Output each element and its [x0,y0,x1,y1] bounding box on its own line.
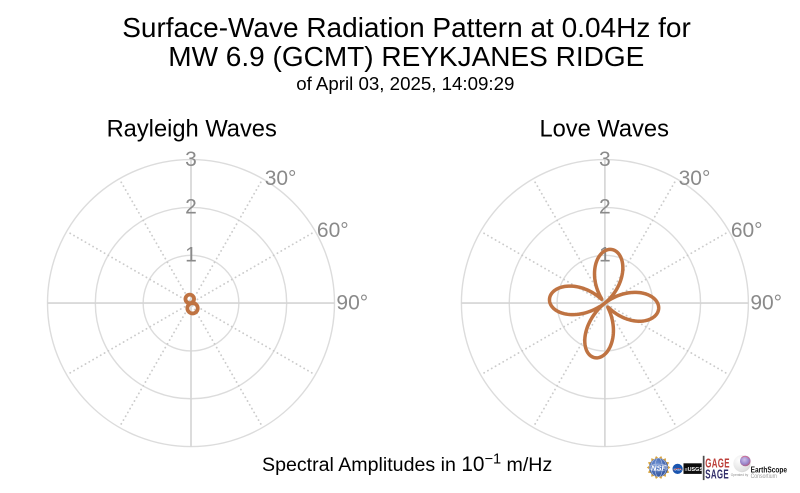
svg-text:Operated by: Operated by [731,473,749,477]
svg-text:60°: 60° [317,219,349,242]
svg-text:Rayleigh Waves: Rayleigh Waves [107,116,277,142]
svg-text:GAGE: GAGE [705,456,730,471]
svg-text:EarthScope: EarthScope [751,465,787,475]
svg-text:≡USGS: ≡USGS [685,467,704,473]
svg-text:MW 6.9 (GCMT) REYKJANES RIDGE: MW 6.9 (GCMT) REYKJANES RIDGE [168,41,644,72]
svg-text:2: 2 [599,196,611,219]
svg-text:Love Waves: Love Waves [539,116,668,142]
svg-text:2: 2 [185,196,197,219]
svg-text:SAGE: SAGE [705,468,729,483]
svg-text:NSF: NSF [651,464,667,473]
svg-text:1: 1 [185,243,197,266]
svg-text:60°: 60° [731,219,763,242]
svg-text:Surface-Wave Radiation Pattern: Surface-Wave Radiation Pattern at 0.04Hz… [122,12,691,43]
svg-text:90°: 90° [750,292,782,315]
svg-text:1: 1 [599,243,611,266]
svg-text:90°: 90° [336,292,368,315]
svg-text:30°: 30° [265,167,297,190]
svg-text:3: 3 [599,148,611,171]
svg-text:3: 3 [185,148,197,171]
svg-text:30°: 30° [679,167,711,190]
svg-text:Spectral Amplitudes in 10−1 m/: Spectral Amplitudes in 10−1 m/Hz [262,451,552,475]
svg-text:Consortium: Consortium [751,473,777,480]
svg-text:NASA: NASA [674,467,682,471]
svg-text:of April 03, 2025, 14:09:29: of April 03, 2025, 14:09:29 [296,73,514,94]
